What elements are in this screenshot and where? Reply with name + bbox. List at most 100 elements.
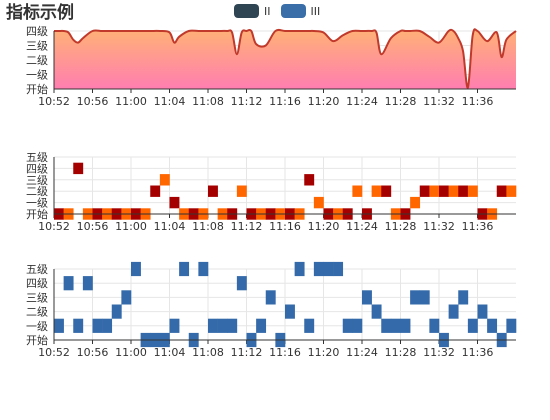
x-tick-label: 11:00 <box>115 346 147 359</box>
y-tick-label: 二级 <box>26 54 48 67</box>
heatmap-cell <box>506 318 517 333</box>
heatmap-cell <box>82 276 93 291</box>
x-tick-label: 10:52 <box>38 95 70 108</box>
y-tick-label: 二级 <box>26 185 48 198</box>
heatmap-cell <box>477 304 488 319</box>
y-tick-label: 四级 <box>26 277 48 290</box>
y-tick-label: 三级 <box>26 40 48 53</box>
x-tick-label: 10:52 <box>38 220 70 233</box>
heatmap-cell <box>121 290 132 305</box>
heatmap-cell <box>73 318 84 333</box>
x-tick-label: 11:12 <box>231 346 263 359</box>
heatmap-cell <box>304 174 315 186</box>
x-tick-label: 11:08 <box>192 346 224 359</box>
heatmap-cell <box>227 318 238 333</box>
heatmap-cell <box>410 290 421 305</box>
x-tick-label: 11:08 <box>192 95 224 108</box>
heatmap-cell <box>381 318 392 333</box>
heatmap-cell <box>256 318 267 333</box>
x-tick-label: 11:36 <box>462 220 494 233</box>
x-tick-label: 11:20 <box>308 220 340 233</box>
heatmap-cell <box>352 185 363 197</box>
y-tick-label: 开始 <box>26 82 48 96</box>
y-tick-label: 开始 <box>26 333 48 347</box>
x-tick-label: 11:24 <box>346 220 378 233</box>
heatmap-cell <box>111 304 122 319</box>
y-tick-label: 三级 <box>26 291 48 304</box>
area-fill <box>54 29 516 89</box>
heatmap-cell <box>131 261 141 277</box>
y-tick-label: 五级 <box>26 263 48 276</box>
y-tick-label: 三级 <box>26 174 48 187</box>
legend-swatch-iii <box>280 4 306 18</box>
legend-item-ii[interactable]: II <box>234 4 271 18</box>
heatmap-cell <box>419 290 430 305</box>
heatmap-cell <box>236 185 247 197</box>
legend-label-iii: III <box>310 4 321 18</box>
heatmap-cell <box>323 261 334 277</box>
heatmap-cell <box>352 318 363 333</box>
x-tick-label: 10:56 <box>77 220 109 233</box>
x-tick-label: 11:28 <box>385 95 417 108</box>
heatmap-cell <box>285 304 295 319</box>
heatmap-cell <box>150 185 161 197</box>
x-tick-label: 11:20 <box>308 346 340 359</box>
legend-item-iii[interactable]: III <box>280 4 321 18</box>
heatmap-cell <box>63 276 74 291</box>
y-tick-label: 四级 <box>26 162 48 175</box>
heatmap-cell <box>92 318 103 333</box>
heatmap-cell <box>467 185 478 197</box>
heatmap-cell <box>236 276 247 291</box>
heatmap-cell <box>448 185 459 197</box>
x-tick-label: 11:24 <box>346 95 378 108</box>
heatmap-cell <box>458 290 469 305</box>
x-tick-label: 10:52 <box>38 346 70 359</box>
heatmap-cell <box>410 196 421 209</box>
heatmap-cell <box>169 318 180 333</box>
x-tick-label: 11:12 <box>231 220 263 233</box>
x-tick-label: 11:16 <box>269 220 301 233</box>
x-tick-label: 11:32 <box>423 220 455 233</box>
heatmap-cell <box>333 261 344 277</box>
heatmap-cell <box>342 318 353 333</box>
x-tick-label: 11:08 <box>192 220 224 233</box>
heatmap-cell <box>362 290 372 305</box>
y-tick-label: 五级 <box>26 151 48 164</box>
heatmap-cell <box>429 185 440 197</box>
heatmap-cell <box>496 185 507 197</box>
heatmap-cell <box>467 318 478 333</box>
heatmap-cell <box>448 304 459 319</box>
heatmap-cell <box>265 290 276 305</box>
heatmap-cell <box>458 185 469 197</box>
heatmap-cell <box>390 318 401 333</box>
x-tick-label: 11:00 <box>115 220 147 233</box>
legend: II III <box>234 4 330 18</box>
x-tick-label: 10:56 <box>77 346 109 359</box>
x-tick-label: 11:36 <box>462 95 494 108</box>
legend-label-ii: II <box>264 4 271 18</box>
heatmap-cell <box>217 318 228 333</box>
heatmap-cell <box>439 185 449 197</box>
heatmap-cell <box>429 318 440 333</box>
x-tick-label: 11:28 <box>385 346 417 359</box>
heatmap-cell <box>198 261 209 277</box>
x-tick-label: 11:16 <box>269 95 301 108</box>
heatmap-cell <box>381 185 392 197</box>
x-tick-label: 11:24 <box>346 346 378 359</box>
heatmap-cell <box>304 318 315 333</box>
heatmap-cell <box>208 185 218 197</box>
y-tick-label: 二级 <box>26 306 48 319</box>
heatmap-cell <box>54 318 64 333</box>
heatmap-cell <box>294 261 305 277</box>
x-tick-label: 11:28 <box>385 220 417 233</box>
y-tick-label: 一级 <box>26 320 48 333</box>
chart-title: 指标示例 <box>6 3 74 23</box>
x-tick-label: 11:20 <box>308 95 340 108</box>
x-tick-label: 10:56 <box>77 95 109 108</box>
y-tick-label: 一级 <box>26 197 48 210</box>
heatmap-cell <box>73 162 84 175</box>
heatmap-cell <box>208 318 218 333</box>
